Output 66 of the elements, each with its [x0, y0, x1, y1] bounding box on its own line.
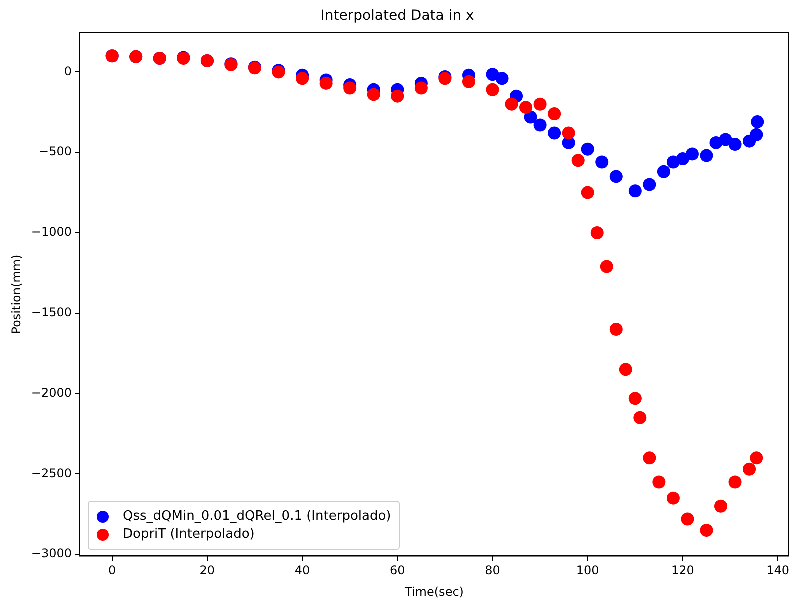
point [657, 165, 670, 178]
point [652, 476, 666, 489]
point [610, 170, 623, 184]
point [534, 118, 547, 132]
y-tick-label: −500 [39, 144, 72, 159]
point [548, 108, 562, 121]
point [590, 226, 604, 240]
point [643, 452, 656, 465]
point [462, 75, 476, 88]
legend-label: DopriT (Interpolado) [122, 527, 255, 542]
point [643, 178, 656, 192]
point [666, 492, 680, 505]
y-tick-label: 0 [64, 64, 72, 78]
point [496, 72, 509, 86]
point [610, 322, 623, 336]
point [719, 133, 732, 146]
x-axis-title: Time(sec) [404, 584, 464, 599]
point [751, 116, 764, 129]
point [676, 152, 690, 166]
point [700, 149, 714, 162]
y-tick-label: −1000 [31, 225, 72, 240]
y-tick-label: −2000 [31, 386, 72, 400]
y-tick-label: −2500 [31, 466, 72, 480]
x-tick-label: 80 [485, 564, 500, 578]
y-tick-label: −1500 [31, 306, 72, 320]
point [750, 452, 764, 465]
point [486, 83, 500, 96]
point [344, 82, 357, 95]
point [391, 90, 404, 103]
x-tick-label: 100 [576, 564, 600, 578]
point [581, 142, 594, 156]
point [505, 98, 518, 111]
point [619, 363, 632, 376]
point [700, 524, 714, 537]
legend-label: Qss_dQMin_0.01_dQRel_0.1 (Interpolado) [122, 509, 392, 524]
point [596, 156, 609, 169]
point [534, 98, 547, 111]
point [296, 72, 310, 86]
point [414, 82, 428, 95]
x-tick-label: 0 [108, 564, 116, 578]
point [600, 260, 614, 274]
point [562, 126, 576, 140]
point [520, 101, 533, 114]
point [572, 154, 585, 168]
x-tick-label: 140 [766, 564, 790, 578]
point [367, 88, 380, 102]
point [320, 76, 333, 90]
point [634, 411, 647, 424]
point [750, 128, 764, 142]
point [714, 500, 728, 513]
x-tick-label: 20 [200, 564, 216, 578]
point [628, 184, 642, 198]
point [581, 186, 594, 200]
x-tick-label: 40 [294, 564, 310, 578]
point [743, 462, 756, 476]
chart-title: Interpolated Data in x [320, 8, 474, 24]
y-axis-title: Position(mm) [9, 254, 24, 334]
point [681, 512, 694, 526]
point [686, 148, 699, 161]
y-tick-label: −3000 [31, 546, 72, 561]
x-tick-label: 60 [390, 564, 406, 578]
point [728, 138, 742, 152]
point [628, 392, 642, 406]
point [548, 126, 562, 140]
point [728, 476, 742, 489]
x-tick-label: 120 [672, 564, 694, 578]
